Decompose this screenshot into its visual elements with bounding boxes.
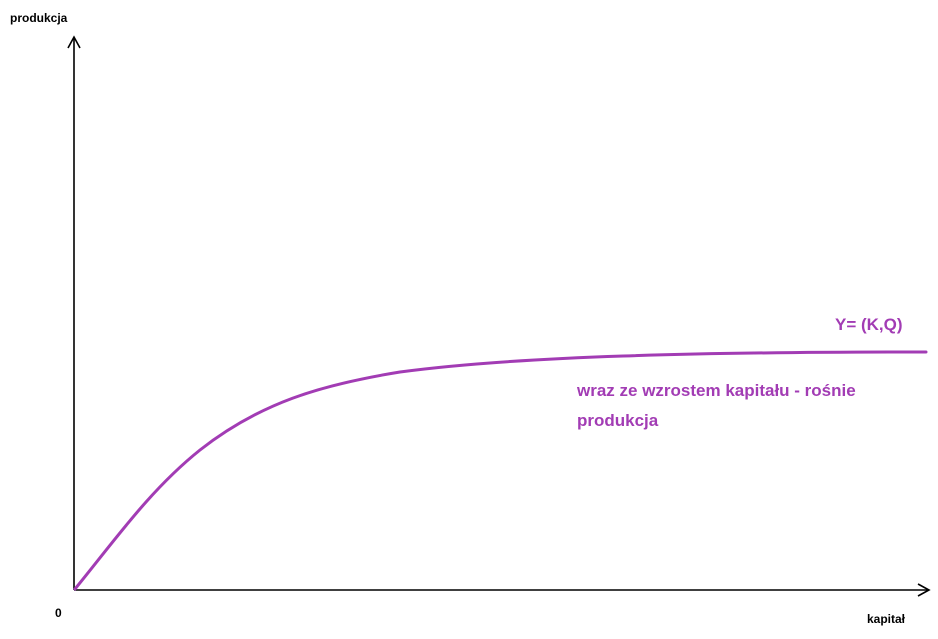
x-axis-label: kapitał [867,612,906,626]
annotation-line-1: wraz ze wzrostem kapitału - rośnie [576,381,856,400]
y-axis-arrowhead [67,35,81,49]
y-axis-label: produkcja [10,11,68,25]
annotation-line-2: produkcja [577,411,659,430]
curve-label: Y= (K,Q) [835,315,903,334]
x-axis-arrowhead [917,583,931,597]
production-curve [73,350,928,591]
origin-label: 0 [55,606,62,620]
